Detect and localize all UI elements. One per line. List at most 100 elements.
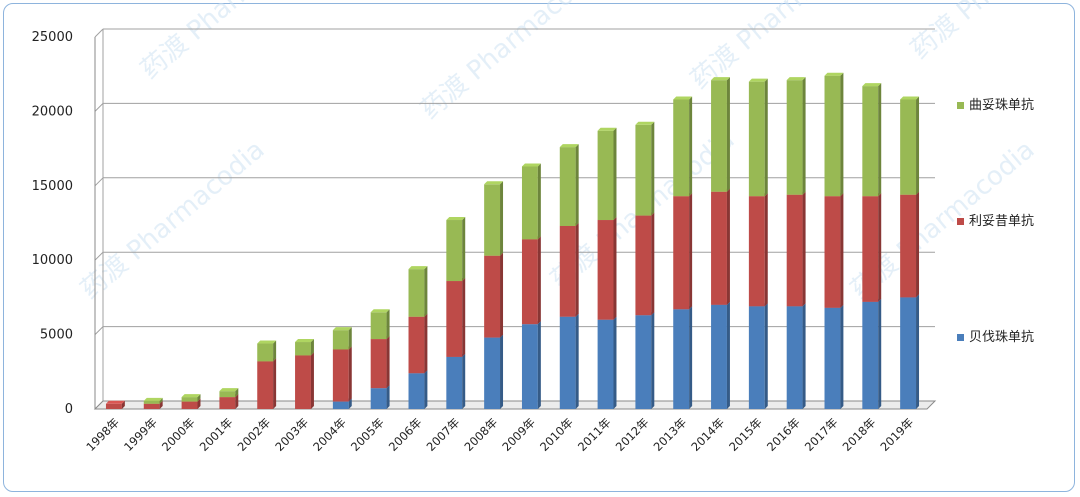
bar-front [408, 269, 425, 317]
bar-segment [559, 222, 579, 317]
bar-side [689, 306, 693, 409]
bar-side [764, 78, 768, 197]
bar-front [143, 400, 160, 404]
bar-side [613, 217, 617, 320]
bar-top [521, 163, 541, 167]
watermark-text: 药渡 Pharmacodia [75, 135, 270, 306]
x-axis-ticks: 1998年 1999年 2000年 2001年 2002年 2003年 2004年 2005年… [83, 415, 916, 454]
bar-front [786, 80, 803, 195]
bar-front [597, 220, 614, 320]
bar-front [219, 391, 236, 398]
bar-segment [559, 313, 579, 409]
bars [105, 72, 920, 409]
bar-segment [673, 306, 693, 409]
bar-segment [408, 266, 428, 317]
legend-swatch [957, 334, 964, 341]
bar-side [424, 313, 428, 374]
bar-front [521, 166, 538, 240]
x-tick-label: 2010年 [537, 415, 576, 454]
bar-side [802, 303, 806, 409]
bar-front [635, 215, 652, 316]
bar-side [273, 358, 277, 409]
bar-segment [181, 394, 201, 402]
bar-front [900, 194, 917, 298]
legend-swatch [957, 102, 964, 109]
bar-segment [408, 313, 428, 374]
bar-top [332, 327, 352, 331]
bar-segment [484, 334, 504, 409]
bar-side [651, 212, 655, 316]
bar-top [786, 77, 806, 81]
bar-front [181, 397, 198, 402]
x-tick-label: 2008年 [461, 415, 500, 454]
bar-front [673, 99, 690, 197]
bar-side [878, 298, 882, 409]
bar-side [537, 163, 541, 240]
bar-top [257, 340, 277, 344]
bar-side [159, 397, 163, 404]
bar-front [370, 388, 387, 409]
bar-segment [711, 301, 730, 409]
bar-front [446, 356, 463, 409]
bar-segment [446, 278, 466, 357]
bar-front [824, 307, 841, 409]
bar-side [916, 191, 920, 298]
bar-front [105, 403, 122, 409]
bar-side [916, 294, 920, 409]
bar-front [446, 281, 463, 357]
grid-line-depth [94, 326, 104, 335]
bar-front [786, 194, 803, 307]
watermark-text: 药渡 Pharmacodia [905, 0, 1080, 65]
x-tick-label: 2017年 [802, 415, 841, 454]
bar-top [370, 309, 390, 313]
x-tick-label: 2014年 [688, 415, 727, 454]
bar-top [484, 181, 504, 185]
bar-side [386, 385, 390, 409]
bar-side [613, 127, 617, 221]
bar-segment [786, 191, 806, 307]
bar-side [840, 304, 844, 409]
bar-side [651, 312, 655, 409]
bar-front [597, 319, 614, 409]
bar-side [500, 334, 504, 409]
bar-side [840, 193, 844, 308]
bar-front [673, 309, 690, 409]
bar-side [802, 191, 806, 307]
bar-front [597, 130, 614, 221]
legend-label: 利妥昔单抗 [969, 214, 1034, 229]
bar-top [862, 83, 882, 87]
watermark-text: 药渡 Pharmacodia [415, 0, 610, 125]
bar-side [500, 181, 504, 256]
x-tick-label: 2005年 [348, 415, 387, 454]
bar-top [711, 77, 730, 81]
bar-top [673, 96, 693, 100]
grid-line-depth [94, 251, 104, 261]
legend-label: 曲妥珠单抗 [969, 98, 1034, 113]
bar-front [370, 312, 387, 340]
y-axis-ticks: 0 5000 10000 15000 20000 25000 [32, 30, 73, 417]
bar-side [197, 394, 201, 402]
bar-side [916, 96, 920, 195]
y-tick-label: 25000 [32, 30, 73, 45]
legend-item: 利妥昔单抗 [957, 214, 1034, 229]
bar-side [462, 217, 466, 282]
bar-top [900, 96, 920, 100]
bar-side [424, 266, 428, 317]
bar-front [711, 304, 727, 409]
bar-segment [521, 163, 541, 240]
bar-front [408, 316, 425, 374]
bar-side [575, 222, 579, 317]
bar-front [219, 397, 236, 409]
bar-front [673, 196, 690, 310]
bar-segment [597, 316, 617, 409]
bar-segment [673, 193, 693, 310]
bar-segment [748, 193, 768, 307]
bar-side [310, 352, 314, 409]
bar-front [408, 373, 425, 409]
bar-segment [824, 304, 844, 409]
bar-side [689, 96, 693, 197]
bar-segment [484, 181, 504, 256]
bar-side [726, 77, 730, 192]
bar-front [559, 316, 576, 409]
